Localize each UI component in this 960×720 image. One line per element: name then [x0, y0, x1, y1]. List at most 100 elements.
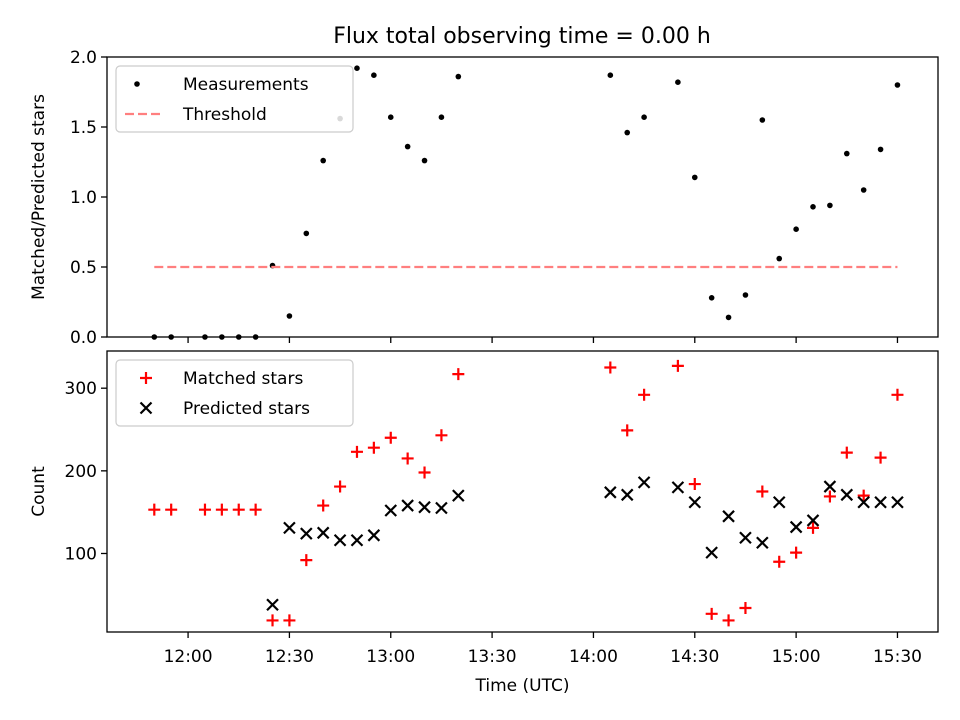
predicted-marker — [620, 488, 634, 502]
data-point — [421, 157, 428, 164]
predicted-marker — [705, 546, 718, 559]
predicted-marker — [316, 526, 330, 540]
y-axis-label: Count — [29, 466, 49, 517]
data-point — [877, 146, 884, 153]
matched-marker — [722, 614, 735, 627]
matched-marker — [452, 368, 465, 381]
data-point — [438, 114, 445, 120]
data-point — [776, 255, 783, 262]
data-point — [404, 143, 411, 150]
matched-marker — [350, 445, 363, 458]
matched-marker — [266, 614, 279, 627]
data-point — [827, 202, 833, 209]
predicted-marker — [604, 486, 617, 499]
legend-label: Threshold — [182, 105, 267, 125]
x-tick-label: 15:00 — [772, 647, 821, 667]
data-point — [675, 79, 681, 85]
y-tick-label: 1.0 — [70, 188, 97, 208]
matched-marker — [435, 429, 448, 442]
panel-bottom: 100 200 300 12:00 12:30 13:00 13:30 14:00 14:30 1… — [29, 350, 939, 696]
data-point — [455, 73, 462, 80]
data-point — [810, 204, 816, 210]
legend: Measurements Threshold — [115, 65, 354, 133]
legend-point-icon — [134, 81, 140, 87]
panel-top: 0.0 0.5 1.0 1.5 2.0 Matched/Predicted stars Me… — [29, 48, 939, 348]
series-x-markers — [266, 476, 904, 612]
x-tick-label: 14:00 — [569, 647, 618, 667]
predicted-marker — [823, 480, 837, 493]
predicted-marker — [637, 476, 651, 489]
predicted-marker — [722, 510, 735, 523]
legend-label: Matched stars — [183, 369, 303, 389]
matched-marker — [840, 446, 853, 459]
y-tick-label: 2.0 — [70, 48, 97, 68]
data-point — [843, 150, 850, 157]
chart-title: Flux total observing time = 0.00 h — [333, 24, 711, 49]
matched-marker — [705, 607, 718, 620]
matched-marker — [638, 388, 651, 401]
legend-x-icon — [139, 401, 153, 415]
data-point — [354, 65, 360, 71]
matched-marker — [148, 503, 161, 516]
data-point — [641, 114, 647, 120]
x-tick-label: 14:30 — [670, 647, 719, 667]
predicted-marker — [418, 500, 431, 514]
matched-marker — [857, 489, 870, 502]
data-point — [607, 72, 614, 78]
predicted-marker — [739, 531, 752, 545]
matched-marker — [621, 424, 634, 437]
predicted-marker — [671, 481, 685, 494]
matched-marker — [165, 503, 178, 516]
legend-box — [115, 65, 354, 133]
predicted-marker — [857, 495, 870, 509]
matched-marker — [232, 503, 245, 516]
data-point — [691, 174, 698, 181]
y-tick-label: 200 — [65, 462, 97, 482]
x-tick-label: 15:30 — [873, 647, 922, 667]
predicted-marker — [300, 527, 313, 540]
matched-marker — [334, 480, 347, 493]
data-point — [894, 82, 901, 88]
predicted-marker — [840, 488, 854, 502]
matched-marker — [283, 614, 296, 627]
x-tick-label: 13:00 — [366, 647, 415, 667]
x-tick-label: 12:00 — [164, 647, 213, 667]
predicted-marker — [772, 495, 786, 509]
matched-marker — [418, 466, 431, 479]
y-tick-label: 1.5 — [70, 118, 97, 138]
predicted-marker — [350, 533, 364, 547]
data-point — [286, 313, 293, 319]
matched-marker — [384, 431, 397, 444]
matched-marker — [198, 503, 211, 516]
x-tick-label: 12:30 — [265, 647, 314, 667]
matched-marker — [823, 490, 836, 503]
predicted-marker — [789, 520, 803, 534]
matched-marker — [671, 359, 684, 372]
data-point — [759, 117, 766, 123]
data-point — [371, 72, 377, 78]
predicted-marker — [266, 598, 279, 612]
x-axis-label: Time (UTC) — [475, 676, 570, 696]
matched-marker — [300, 554, 313, 567]
y-tick-label: 300 — [65, 379, 97, 399]
predicted-marker — [756, 536, 769, 550]
matched-marker — [604, 361, 617, 374]
matched-marker — [790, 546, 803, 559]
predicted-marker — [874, 495, 887, 509]
legend: Matched stars Predicted stars — [115, 359, 354, 427]
predicted-marker — [401, 499, 414, 512]
legend-box — [115, 359, 354, 427]
matched-marker — [367, 441, 380, 454]
matched-marker — [756, 485, 769, 498]
matched-marker — [891, 388, 904, 401]
matched-marker — [739, 602, 752, 615]
matched-marker — [401, 452, 414, 465]
matched-marker — [317, 499, 330, 512]
predicted-marker — [283, 521, 296, 535]
data-point — [793, 226, 799, 232]
y-tick-label: 0.0 — [70, 328, 97, 348]
matched-marker — [249, 503, 262, 516]
matched-marker — [688, 478, 701, 491]
predicted-marker — [688, 495, 702, 509]
data-point — [860, 187, 867, 193]
